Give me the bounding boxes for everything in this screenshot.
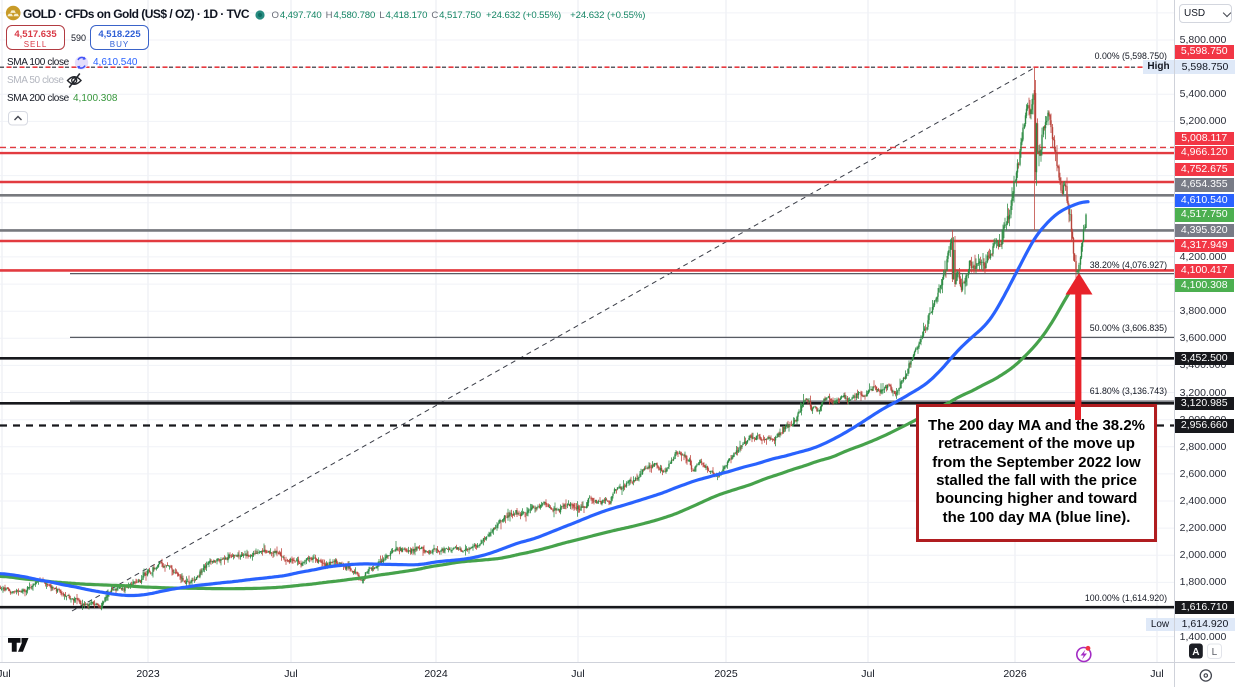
svg-text:A: A bbox=[1192, 647, 1199, 658]
svg-text:L: L bbox=[1212, 647, 1218, 658]
